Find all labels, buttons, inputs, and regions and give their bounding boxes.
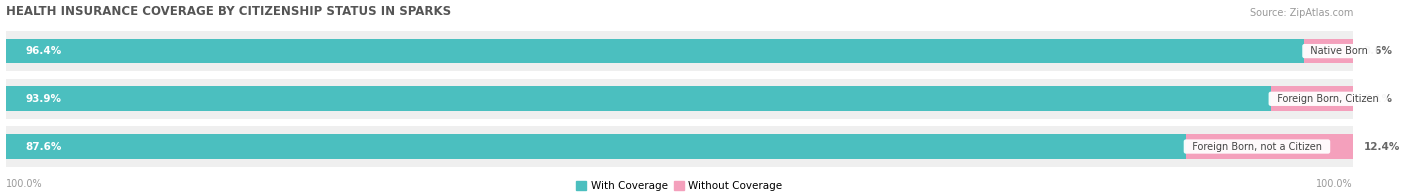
Bar	[1185, 134, 1353, 159]
Text: 100.0%: 100.0%	[6, 179, 42, 189]
Text: 12.4%: 12.4%	[1364, 142, 1400, 152]
Bar	[6, 126, 1353, 167]
Bar	[6, 86, 1271, 111]
Bar	[1305, 39, 1353, 64]
Text: 93.9%: 93.9%	[25, 94, 62, 104]
Bar	[6, 79, 1353, 119]
Text: 100.0%: 100.0%	[1316, 179, 1353, 189]
Bar	[6, 39, 1305, 64]
Legend: With Coverage, Without Coverage: With Coverage, Without Coverage	[576, 181, 783, 191]
Bar	[6, 134, 1185, 159]
Text: 96.4%: 96.4%	[25, 46, 62, 56]
Text: 6.1%: 6.1%	[1364, 94, 1393, 104]
Text: HEALTH INSURANCE COVERAGE BY CITIZENSHIP STATUS IN SPARKS: HEALTH INSURANCE COVERAGE BY CITIZENSHIP…	[6, 5, 451, 18]
Text: Source: ZipAtlas.com: Source: ZipAtlas.com	[1250, 8, 1353, 18]
Text: Foreign Born, not a Citizen: Foreign Born, not a Citizen	[1185, 142, 1329, 152]
Bar	[6, 31, 1353, 71]
Text: 3.6%: 3.6%	[1364, 46, 1393, 56]
Bar	[1271, 86, 1353, 111]
Text: Native Born: Native Born	[1305, 46, 1375, 56]
Text: 87.6%: 87.6%	[25, 142, 62, 152]
Text: Foreign Born, Citizen: Foreign Born, Citizen	[1271, 94, 1385, 104]
